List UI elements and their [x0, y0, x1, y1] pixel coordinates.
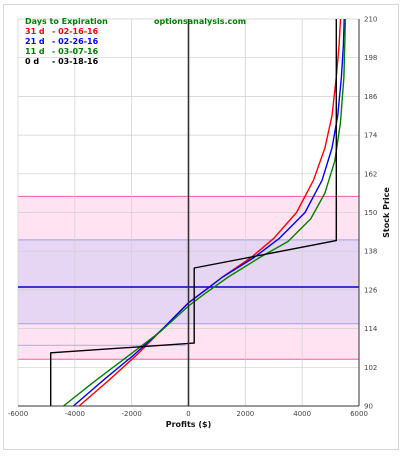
- y-tick-label: 210: [364, 16, 377, 24]
- chart-frame: -6000 -4000 -2000 0 2000 4000 6000 90 102 114 126 1…: [3, 4, 399, 450]
- legend-title: Days to Expiration: [25, 17, 108, 26]
- axes: [18, 19, 360, 407]
- x-tick-label: 4000: [293, 410, 311, 418]
- legend-entry-date: - 03-18-16: [52, 57, 99, 66]
- legend: Days to Expiration optionsanalysis.com 3…: [25, 17, 246, 66]
- y-tick-label: 90: [364, 403, 373, 411]
- series-lines: [50, 18, 347, 407]
- series-line-31-d: [78, 18, 342, 407]
- y-tick-label: 174: [364, 132, 378, 140]
- legend-entry-name: 11 d: [25, 47, 45, 56]
- y-tick-label: 114: [364, 325, 378, 333]
- x-tick-label: -6000: [8, 410, 28, 418]
- y-tick-label: 162: [364, 170, 377, 178]
- x-tick-label: -4000: [65, 410, 85, 418]
- y-tick-label: 138: [364, 248, 377, 256]
- y-axis-title: Stock Price: [382, 187, 391, 238]
- legend-entry-name: 0 d: [25, 57, 39, 66]
- x-axis-title: Profits ($): [166, 420, 211, 429]
- legend-entry-date: - 02-26-16: [52, 37, 99, 46]
- series-line-21-d: [72, 18, 345, 407]
- x-tick-label: 0: [186, 410, 190, 418]
- y-tick-label: 126: [364, 286, 378, 294]
- series-line-0-d: [50, 19, 337, 406]
- series-line-11-d: [63, 18, 347, 407]
- legend-entry-date: - 03-07-16: [52, 47, 99, 56]
- legend-entry-date: - 02-16-16: [52, 27, 99, 36]
- y-tick-label: 150: [364, 209, 377, 217]
- x-tick-label: -2000: [121, 410, 141, 418]
- y-tick-label: 186: [364, 93, 378, 101]
- y-tick-label: 198: [364, 54, 377, 62]
- x-tick-label: 2000: [236, 410, 254, 418]
- legend-entry-name: 31 d: [25, 27, 45, 36]
- site-label: optionsanalysis.com: [154, 17, 246, 26]
- y-tick-label: 102: [364, 364, 377, 372]
- legend-entry-name: 21 d: [25, 37, 45, 46]
- x-tick-label: 6000: [350, 410, 368, 418]
